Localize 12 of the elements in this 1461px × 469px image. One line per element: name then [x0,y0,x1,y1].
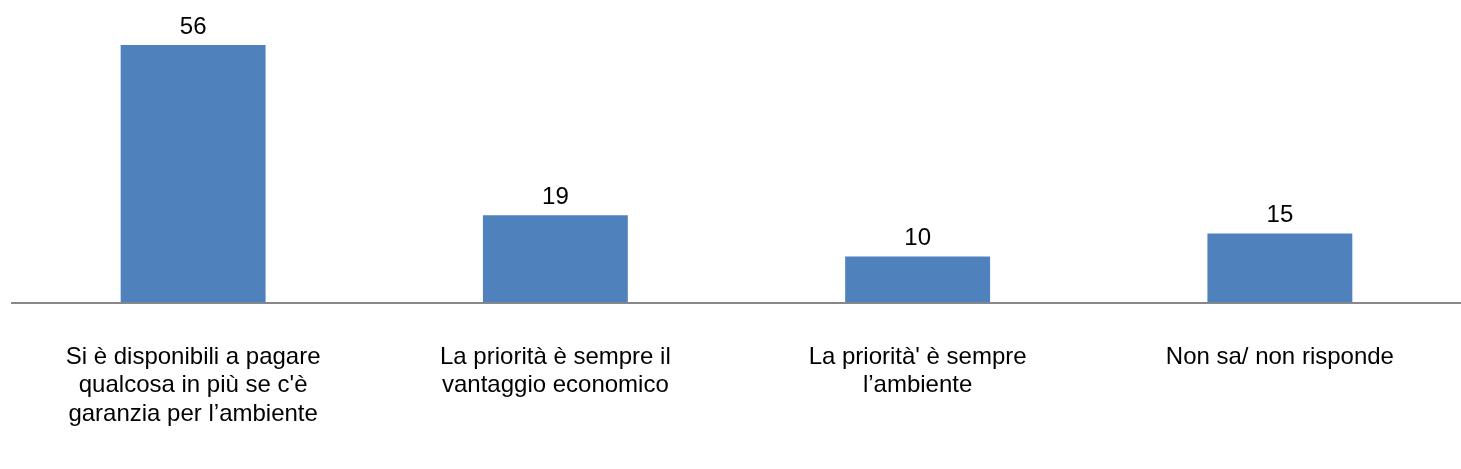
data-label: 56 [179,11,207,39]
x-tick-label: La priorità' è sempre l’ambiente [808,341,1027,398]
x-tick-label: Non sa/ non risponde [1165,341,1394,369]
data-label: 19 [542,181,569,209]
x-tick-label: Si è disponibili a pagare qualcosa in più se c'è garanzia per l’ambiente [65,341,321,427]
bar [482,215,628,303]
bar [120,44,266,303]
bar [845,256,991,303]
bar [1207,233,1353,303]
data-label: 15 [1266,200,1294,228]
data-label: 10 [904,223,931,251]
x-tick-label: La priorità è sempre il vantaggio economico [439,341,671,398]
